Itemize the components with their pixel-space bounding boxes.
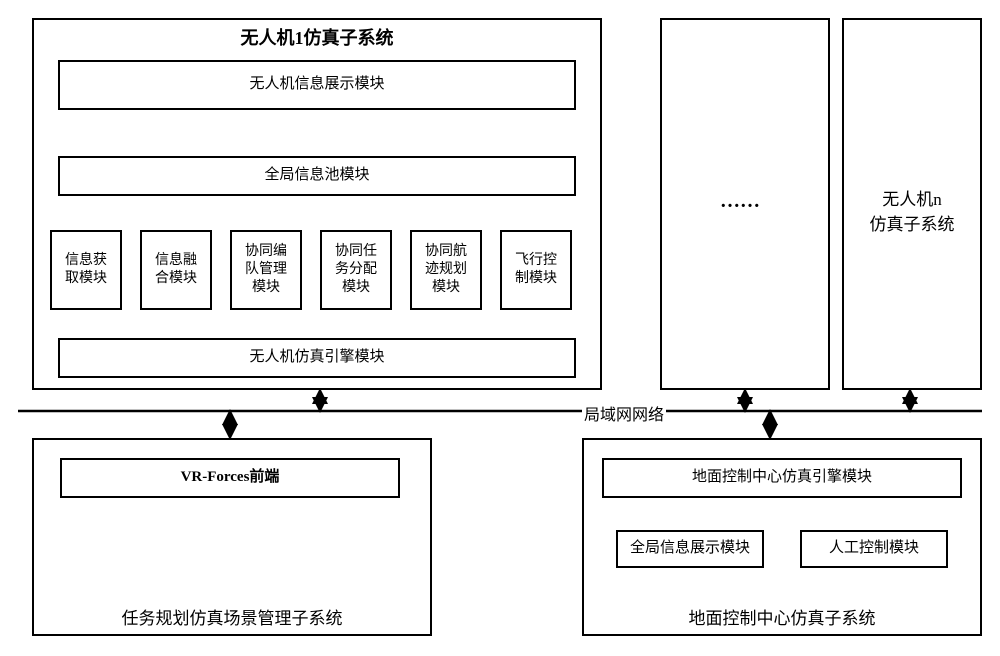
vr-forces-frontend: VR-Forces前端 — [60, 458, 400, 498]
scene-mgr-label: 任务规划仿真场景管理子系统 — [32, 604, 432, 629]
traj-plan-module: 协同航 迹规划 模块 — [410, 230, 482, 310]
ground-engine-module: 地面控制中心仿真引擎模块 — [602, 458, 962, 498]
manual-ctrl-module: 人工控制模块 — [800, 530, 948, 568]
global-display-module: 全局信息展示模块 — [616, 530, 764, 568]
global-info-pool: 全局信息池模块 — [58, 156, 576, 196]
flight-ctrl-module: 飞行控 制模块 — [500, 230, 572, 310]
uavn-label: 无人机n 仿真子系统 — [842, 185, 982, 235]
lan-label: 局域网网络 — [582, 401, 666, 425]
ellipsis-text: …… — [720, 190, 760, 213]
formation-module: 协同编 队管理 模块 — [230, 230, 302, 310]
task-alloc-module: 协同任 务分配 模块 — [320, 230, 392, 310]
ground-ctrl-label: 地面控制中心仿真子系统 — [582, 604, 982, 629]
info-acq-module: 信息获 取模块 — [50, 230, 122, 310]
uav1-title: 无人机1仿真子系统 — [32, 24, 602, 50]
info-fusion-module: 信息融 合模块 — [140, 230, 212, 310]
uav-display-module: 无人机信息展示模块 — [58, 60, 576, 110]
uav-engine-module: 无人机仿真引擎模块 — [58, 338, 576, 378]
